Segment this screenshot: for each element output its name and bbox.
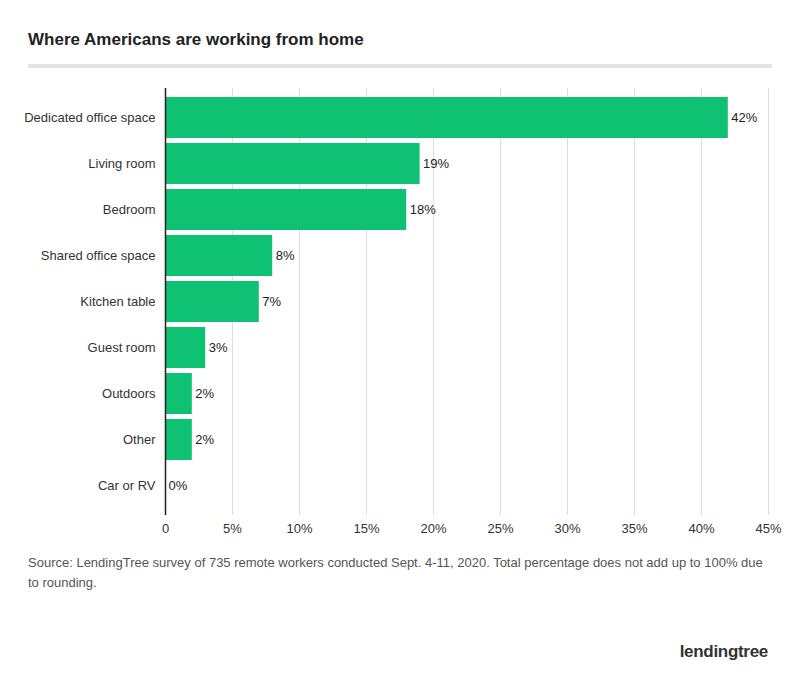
svg-text:30%: 30%: [554, 521, 580, 536]
svg-text:Other: Other: [123, 432, 156, 447]
svg-text:Living room: Living room: [88, 156, 155, 171]
svg-text:5%: 5%: [223, 521, 242, 536]
svg-text:40%: 40%: [688, 521, 714, 536]
svg-text:0%: 0%: [169, 478, 188, 493]
svg-text:45%: 45%: [755, 521, 781, 536]
html-text:Source: LendingTree survey of: Source: LendingTree survey of 735 remote…: [28, 555, 763, 590]
svg-text:Kitchen table: Kitchen table: [80, 294, 155, 309]
html-text:Where Americans are working fr: Where Americans are working from home: [28, 30, 364, 49]
svg-text:8%: 8%: [276, 248, 295, 263]
svg-text:42%: 42%: [731, 110, 757, 125]
svg-text:Bedroom: Bedroom: [103, 202, 156, 217]
svg-text:35%: 35%: [621, 521, 647, 536]
svg-text:20%: 20%: [420, 521, 446, 536]
svg-text:15%: 15%: [353, 521, 379, 536]
svg-text:3%: 3%: [209, 340, 228, 355]
svg-text:7%: 7%: [262, 294, 281, 309]
svg-text:Guest room: Guest room: [88, 340, 156, 355]
html-text:lendingtree: lendingtree: [679, 642, 768, 661]
svg-text:2%: 2%: [195, 432, 214, 447]
svg-text:2%: 2%: [195, 386, 214, 401]
svg-text:Dedicated office space: Dedicated office space: [24, 110, 155, 125]
svg-text:Shared office space: Shared office space: [41, 248, 156, 263]
svg-text:18%: 18%: [410, 202, 436, 217]
svg-text:25%: 25%: [487, 521, 513, 536]
svg-text:0: 0: [162, 521, 169, 536]
svg-text:Outdoors: Outdoors: [102, 386, 156, 401]
svg-text:19%: 19%: [423, 156, 449, 171]
svg-text:Car or RV: Car or RV: [98, 478, 156, 493]
svg-text:10%: 10%: [286, 521, 312, 536]
